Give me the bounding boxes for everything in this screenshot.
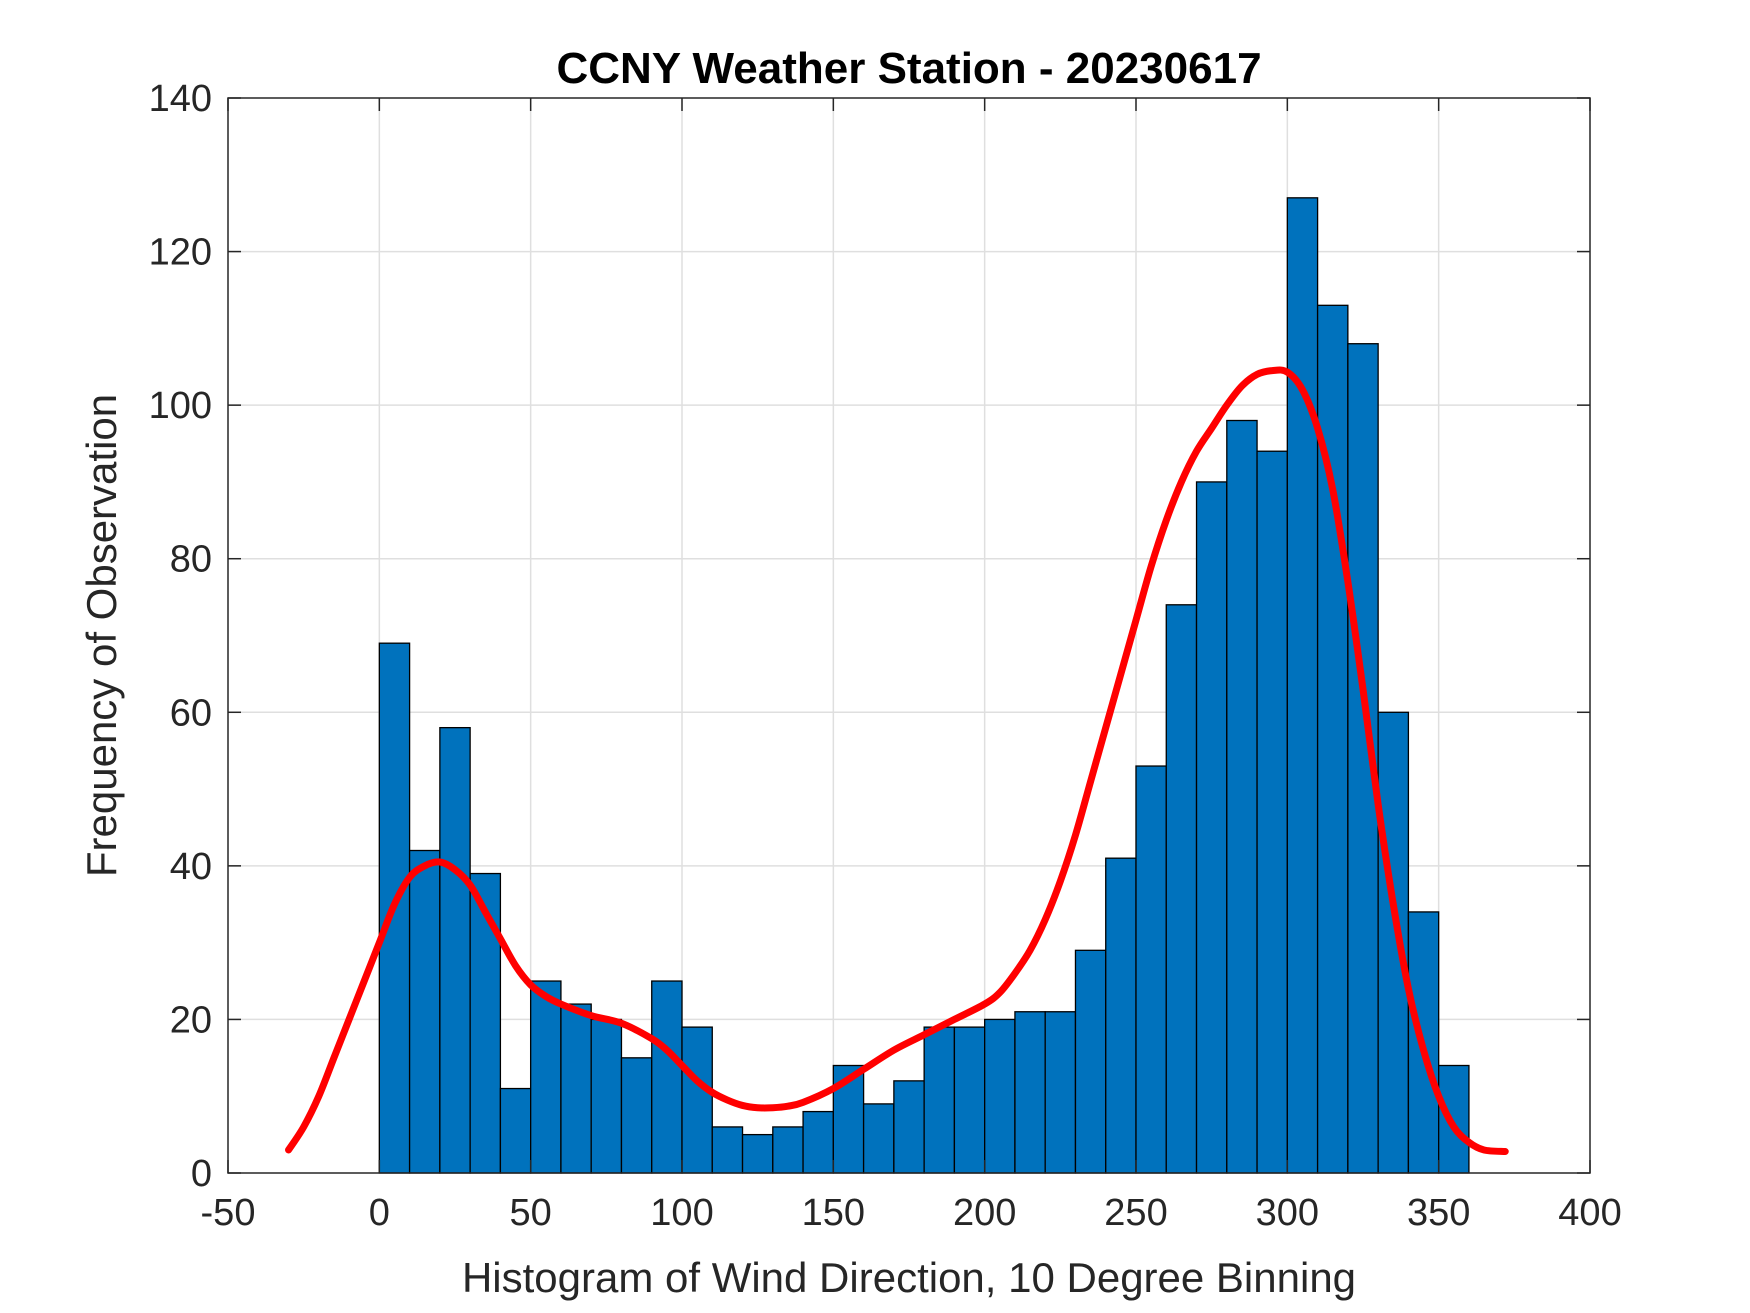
histogram-bar [1377,711,1410,1174]
histogram-bar [1256,450,1288,1174]
histogram-bar [1074,949,1107,1174]
histogram-bar [439,726,471,1174]
histogram-bar [741,1133,774,1174]
histogram-bar [1165,604,1198,1174]
x-tick-label: 200 [953,1192,1016,1234]
histogram-bar [1044,1011,1077,1174]
fit-curve-line [285,366,1509,1155]
histogram-bar [802,1110,834,1174]
histogram-bar [590,1018,623,1174]
y-tick-label: 60 [170,692,212,734]
y-tick-label: 20 [170,999,212,1041]
x-tick-label: 50 [510,1192,552,1234]
histogram-bar [1286,197,1319,1174]
histogram-bar [681,1026,713,1174]
histogram-bar [620,1057,653,1174]
histogram-bars [378,197,1470,1174]
y-axis-label: Frequency of Observation [78,394,125,877]
x-tick-label: 250 [1104,1192,1167,1234]
histogram-bar [1105,857,1137,1174]
x-tick-label: 0 [369,1192,390,1234]
fit-curve-group [285,366,1509,1155]
histogram-bar [862,1103,895,1174]
histogram-bar [953,1026,986,1174]
x-tick-label: -50 [201,1192,256,1234]
y-tick-label: 80 [170,539,212,581]
axis-ticks: -50 0 50 100 150 200 250 300 350 4000204060801001… [149,78,1622,1234]
histogram-bar [560,1003,592,1174]
histogram-bar [923,1026,956,1174]
histogram-bar [1014,1011,1046,1174]
y-tick-label: 0 [191,1153,212,1195]
histogram-bar [408,849,441,1174]
x-tick-label: 100 [650,1192,713,1234]
histogram-bar [1226,419,1258,1174]
histogram-bar [893,1080,925,1174]
histogram-bar [984,1018,1016,1174]
histogram-bar [711,1126,744,1174]
histogram-bar [1438,1064,1470,1174]
axes-box [227,97,1591,1174]
chart-title: CCNY Weather Station - 20230617 [556,44,1261,93]
y-tick-label: 120 [149,232,212,274]
x-tick-label: 150 [802,1192,865,1234]
x-axis-label: Histogram of Wind Direction, 10 Degree B… [462,1254,1356,1301]
histogram-bar [1135,765,1167,1174]
x-tick-label: 400 [1558,1192,1621,1234]
histogram-bar [651,980,683,1174]
x-tick-label: 300 [1256,1192,1319,1234]
histogram-bar [1195,481,1228,1174]
y-tick-label: 40 [170,846,212,888]
x-tick-label: 350 [1407,1192,1470,1234]
histogram-bar [530,980,562,1174]
histogram-bar [499,1087,532,1174]
y-tick-label: 100 [149,385,212,427]
histogram-bar [772,1126,804,1174]
y-tick-label: 140 [149,78,212,120]
